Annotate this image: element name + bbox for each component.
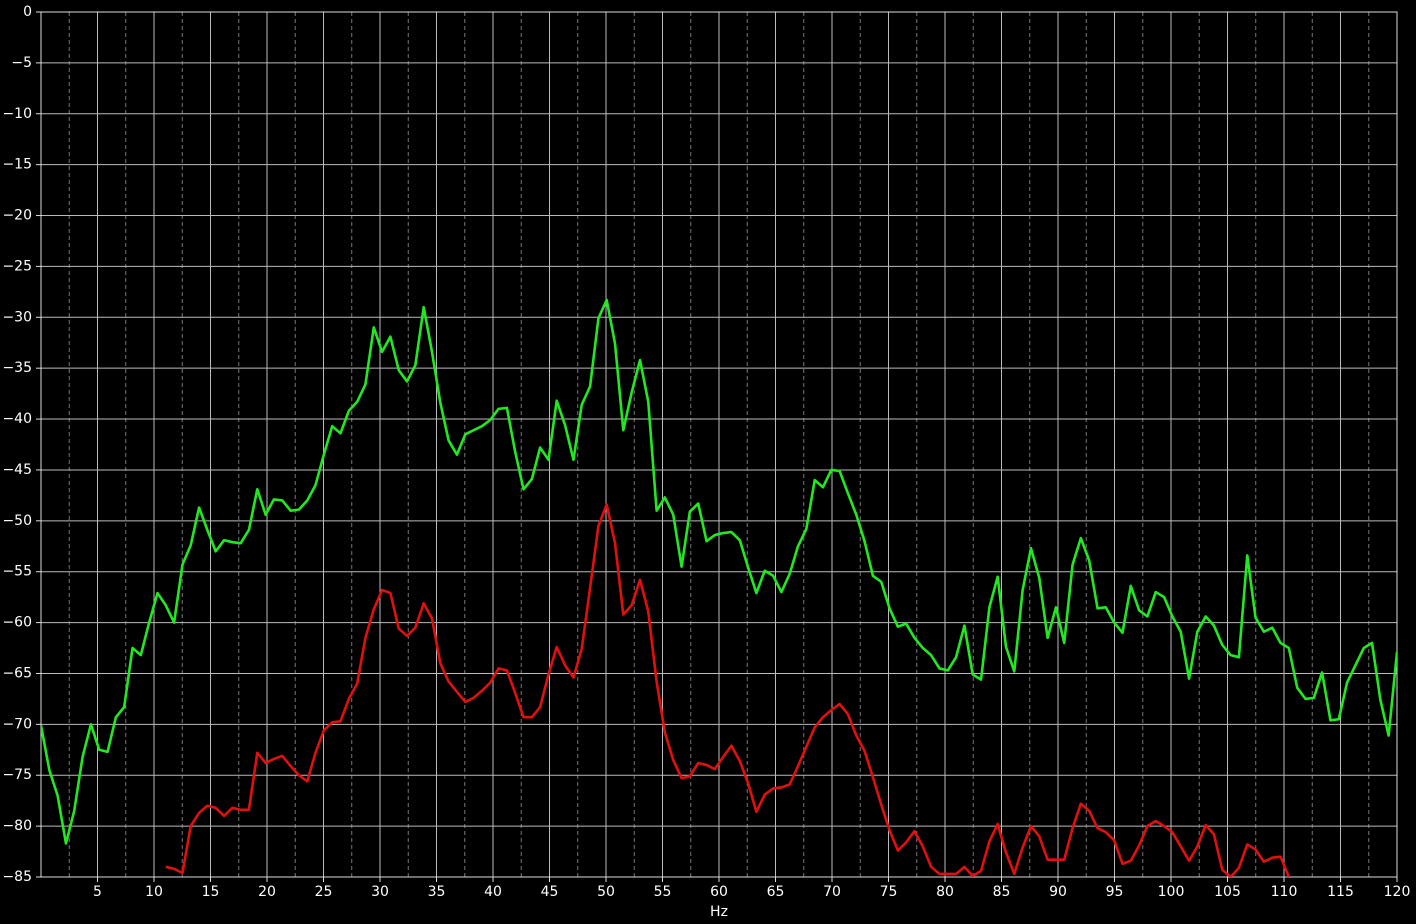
y-tick-label: −50 [2, 513, 32, 529]
y-tick-label: −75 [2, 767, 32, 783]
y-tick-label: −20 [2, 208, 32, 224]
y-tick-label: 0 [23, 4, 32, 20]
x-tick-label: 105 [1214, 884, 1241, 900]
y-tick-label: −85 [2, 869, 32, 885]
x-tick-label: 100 [1158, 884, 1185, 900]
y-tick-label: −25 [2, 258, 32, 274]
plot-frame [40, 11, 1398, 878]
x-tick-label: 40 [484, 884, 502, 900]
x-tick-label: 55 [654, 884, 672, 900]
x-tick-label: 90 [1049, 884, 1067, 900]
x-tick-label: 120 [1384, 884, 1411, 900]
y-tick-label: −10 [2, 106, 32, 122]
x-axis-label: Hz [710, 904, 728, 920]
y-tick-label: −80 [2, 818, 32, 834]
x-tick-label: 50 [597, 884, 615, 900]
x-tick-label: 45 [541, 884, 559, 900]
x-tick-label: 115 [1327, 884, 1354, 900]
x-tick-label: 95 [1106, 884, 1124, 900]
y-tick-label: −45 [2, 462, 32, 478]
x-tick-label: 15 [202, 884, 220, 900]
y-tick-label: −5 [11, 55, 32, 71]
x-tick-label: 75 [880, 884, 898, 900]
series-line [41, 298, 1397, 845]
x-tick-label: 35 [428, 884, 446, 900]
x-tick-label: 20 [258, 884, 276, 900]
y-tick-label: −70 [2, 716, 32, 732]
y-tick-label: −30 [2, 309, 32, 325]
x-tick-label: 10 [145, 884, 163, 900]
x-tick-label: 60 [710, 884, 728, 900]
x-tick-label: 5 [93, 884, 102, 900]
y-tick-label: −15 [2, 157, 32, 173]
x-tick-label: 65 [767, 884, 785, 900]
x-tick-label: 80 [936, 884, 954, 900]
x-tick-label: 30 [371, 884, 389, 900]
series-line [165, 503, 1291, 877]
x-tick-label: 25 [315, 884, 333, 900]
y-tick-label: −60 [2, 615, 32, 631]
y-tick-label: −65 [2, 665, 32, 681]
x-tick-label: 70 [823, 884, 841, 900]
y-tick-label: −55 [2, 564, 32, 580]
x-tick-label: 110 [1271, 884, 1298, 900]
x-tick-label: 85 [993, 884, 1011, 900]
y-tick-label: −35 [2, 360, 32, 376]
y-tick-label: −40 [2, 411, 32, 427]
